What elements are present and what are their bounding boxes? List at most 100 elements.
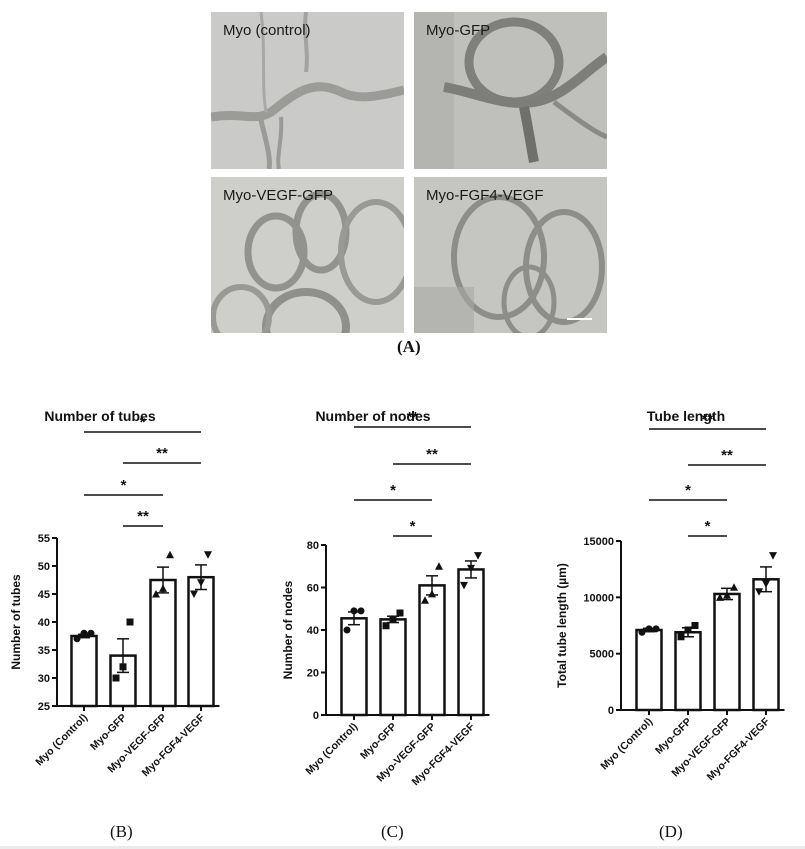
bar [187, 575, 215, 708]
data-point [762, 580, 770, 588]
significance-label: * [121, 477, 127, 494]
category-label: Myo-GFP [88, 712, 129, 753]
bar [457, 568, 485, 717]
significance-label: ** [426, 446, 438, 463]
y-tick-label: 30 [38, 673, 50, 685]
y-tick-label: 80 [307, 540, 319, 552]
y-tick-label: 40 [38, 617, 50, 629]
tube-network-illustration [211, 177, 404, 333]
data-point [645, 625, 653, 633]
panel-letter-b: (B) [110, 822, 133, 841]
chart-title: Number of nodes [315, 408, 430, 424]
bar [674, 631, 702, 712]
micrograph-label: Myo-VEGF-GFP [223, 187, 334, 204]
tube-network-illustration [211, 12, 404, 169]
y-tick-label: 55 [38, 533, 50, 545]
data-point [112, 674, 120, 682]
panel-letter-a: (A) [397, 337, 421, 356]
data-point [684, 626, 692, 634]
y-tick-label: 0 [608, 705, 614, 717]
significance-label: ** [702, 411, 714, 428]
category-label: Myo (Control) [303, 721, 360, 778]
bar [713, 592, 741, 712]
data-point [197, 579, 205, 587]
micrograph-label: Myo-GFP [426, 22, 491, 39]
data-point [730, 583, 738, 591]
category-label: Myo-GFP [358, 721, 399, 762]
data-point [467, 564, 475, 573]
micrograph-label: Myo (control) [223, 22, 311, 39]
data-point [691, 622, 699, 629]
data-point [428, 589, 436, 598]
data-point [126, 618, 134, 626]
category-label: Myo (Control) [598, 716, 655, 773]
significance-label: ** [721, 447, 733, 464]
y-tick-label: 40 [307, 625, 319, 637]
data-point [421, 596, 429, 604]
y-tick-label: 50 [38, 561, 50, 573]
panel-letter-d: (D) [659, 822, 683, 841]
data-point [159, 584, 167, 592]
category-label: Myo (Control) [33, 712, 90, 769]
bar [379, 618, 407, 717]
significance-label: ** [407, 409, 419, 426]
data-point [119, 663, 127, 671]
data-point [382, 622, 390, 630]
data-point [755, 588, 763, 596]
y-tick-label: 35 [38, 645, 50, 657]
y-tick-label: 15000 [583, 536, 614, 548]
significance-label: ** [137, 508, 149, 525]
y-tick-label: 0 [313, 710, 319, 722]
data-point [87, 629, 95, 637]
significance-label: * [140, 414, 146, 431]
data-point [152, 590, 160, 598]
y-tick-label: 60 [307, 583, 319, 595]
y-axis-label: Total tube length (µm) [555, 563, 569, 688]
data-point [677, 633, 685, 641]
data-point [190, 590, 198, 598]
data-point [73, 635, 81, 643]
micrograph-myo-gfp: Myo-GFP [414, 12, 607, 169]
bar [418, 584, 446, 717]
data-point [357, 607, 365, 615]
data-point [396, 609, 404, 617]
data-point [80, 629, 88, 637]
data-point [204, 551, 212, 559]
micrograph-myo-vegf-gfp: Myo-VEGF-GFP [211, 177, 404, 333]
bar [752, 578, 780, 712]
bar [70, 634, 98, 708]
category-label: Myo-GFP [653, 716, 694, 757]
data-point [389, 615, 397, 623]
data-point [723, 591, 731, 599]
page-bottom-border [0, 846, 805, 849]
significance-label: * [705, 518, 711, 535]
bar [149, 578, 177, 708]
data-point [343, 626, 351, 634]
data-point [638, 628, 646, 636]
y-tick-label: 45 [38, 589, 50, 601]
micrograph-myo-fgf4-vegf: Myo-FGF4-VEGF [414, 177, 607, 333]
data-point [716, 593, 724, 601]
bar [635, 628, 663, 712]
data-point [435, 562, 443, 570]
tube-network-illustration [414, 177, 607, 333]
significance-label: ** [156, 445, 168, 462]
data-point [166, 550, 174, 559]
chart-title: Tube length [647, 408, 725, 424]
tube-network-illustration [414, 12, 607, 169]
data-point [769, 552, 777, 560]
y-tick-label: 10000 [583, 592, 614, 604]
significance-label: * [410, 518, 416, 535]
y-tick-label: 25 [38, 701, 50, 713]
data-point [350, 607, 358, 615]
data-point [652, 625, 660, 633]
chart-title: Number of tubes [44, 408, 155, 424]
micrograph-label: Myo-FGF4-VEGF [426, 187, 544, 204]
data-point [474, 552, 482, 560]
data-point [460, 581, 468, 590]
micrograph-myo-control: Myo (control) [211, 12, 404, 169]
y-tick-label: 5000 [590, 649, 614, 661]
